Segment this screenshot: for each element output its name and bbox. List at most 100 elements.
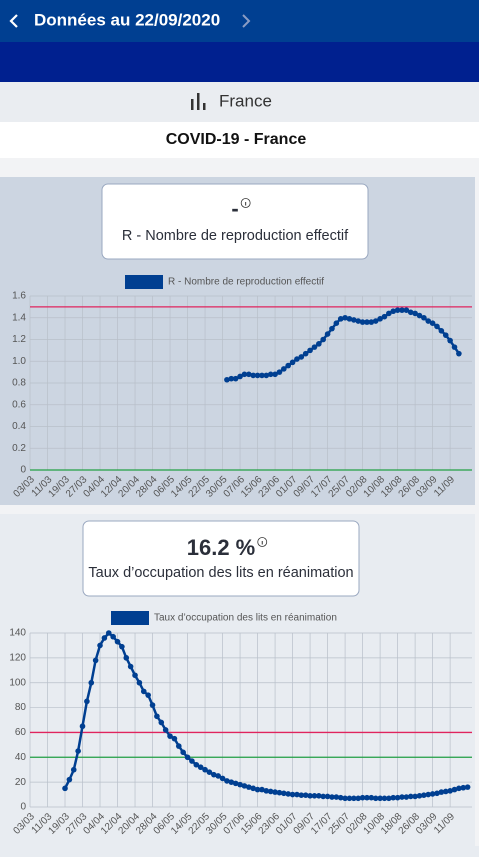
data-point bbox=[311, 344, 318, 350]
data-point bbox=[377, 316, 383, 322]
data-point bbox=[456, 785, 462, 792]
data-point bbox=[333, 794, 340, 800]
data-point bbox=[351, 795, 357, 802]
data-point bbox=[267, 371, 274, 378]
data-point bbox=[394, 307, 401, 313]
selector-label: France bbox=[219, 91, 272, 110]
data-point bbox=[429, 320, 436, 326]
data-point bbox=[316, 341, 322, 347]
data-point bbox=[337, 316, 344, 322]
y-tick-label: 60 bbox=[15, 727, 27, 738]
data-point bbox=[298, 792, 305, 798]
data-point bbox=[412, 793, 418, 800]
data-point bbox=[403, 307, 410, 313]
y-tick-label: 0.2 bbox=[12, 443, 26, 454]
data-point bbox=[302, 792, 309, 798]
chart-icon bbox=[191, 93, 206, 110]
data-point bbox=[438, 328, 445, 334]
data-point bbox=[425, 318, 432, 324]
data-point bbox=[429, 791, 436, 797]
data-point bbox=[390, 794, 397, 801]
data-point bbox=[272, 371, 278, 378]
data-point bbox=[359, 794, 366, 801]
y-tick-label: 140 bbox=[9, 628, 26, 639]
data-point bbox=[324, 331, 331, 337]
kpi-box bbox=[82, 520, 360, 597]
header-title: Données au 22/09/2020 bbox=[34, 10, 220, 29]
y-tick-label: 20 bbox=[15, 777, 27, 788]
data-point bbox=[246, 784, 252, 790]
data-point bbox=[285, 791, 291, 797]
data-point bbox=[329, 794, 335, 800]
data-point bbox=[302, 350, 309, 357]
data-point bbox=[254, 372, 261, 379]
y-tick-label: 100 bbox=[9, 677, 26, 688]
data-point bbox=[416, 793, 423, 799]
data-point bbox=[381, 313, 388, 320]
data-point bbox=[307, 347, 313, 354]
data-point bbox=[92, 657, 99, 664]
kpi-box bbox=[101, 183, 369, 260]
y-tick-label: 0 bbox=[20, 802, 26, 813]
data-point bbox=[311, 793, 318, 799]
data-point bbox=[447, 788, 453, 794]
legend-label: Taux d’occupation des lits en réanimatio… bbox=[154, 613, 337, 624]
data-point bbox=[246, 371, 252, 378]
y-tick-label: 0 bbox=[20, 465, 26, 476]
data-point bbox=[215, 773, 221, 779]
data-point bbox=[346, 316, 353, 322]
data-point bbox=[250, 785, 256, 792]
legend-label: R - Nombre de reproduction effectif bbox=[168, 277, 324, 288]
data-point bbox=[206, 769, 213, 775]
data-point bbox=[368, 794, 375, 801]
kpi-value: - bbox=[231, 196, 238, 221]
data-point bbox=[84, 698, 90, 705]
data-point bbox=[263, 372, 270, 379]
data-point bbox=[250, 372, 256, 379]
data-point bbox=[62, 785, 68, 792]
data-point bbox=[105, 630, 112, 636]
legend-swatch bbox=[111, 611, 149, 625]
data-point bbox=[342, 795, 348, 802]
data-point bbox=[351, 317, 357, 323]
data-point bbox=[162, 727, 169, 733]
data-point bbox=[70, 766, 77, 773]
data-point bbox=[114, 638, 121, 645]
data-point bbox=[193, 761, 200, 768]
data-point bbox=[412, 310, 418, 317]
kpi-label: Taux d’occupation des lits en réanimatio… bbox=[88, 565, 353, 581]
data-point bbox=[224, 376, 230, 383]
data-point bbox=[442, 788, 449, 795]
data-point bbox=[451, 344, 458, 350]
data-point bbox=[228, 779, 235, 785]
data-point bbox=[368, 319, 375, 325]
data-point bbox=[421, 792, 427, 798]
data-point bbox=[175, 743, 182, 749]
data-point bbox=[346, 795, 353, 802]
data-point bbox=[442, 332, 449, 338]
data-point bbox=[294, 791, 300, 798]
data-point bbox=[66, 776, 73, 783]
kpi-value: 16.2 % bbox=[187, 535, 256, 560]
data-point bbox=[149, 702, 156, 708]
data-point bbox=[386, 310, 392, 317]
back-button[interactable] bbox=[9, 14, 18, 28]
data-point bbox=[403, 794, 410, 800]
next-card bbox=[0, 846, 479, 857]
y-tick-label: 1.4 bbox=[12, 312, 26, 323]
data-point bbox=[140, 688, 147, 695]
data-point bbox=[154, 713, 160, 720]
data-point bbox=[259, 786, 265, 793]
data-point bbox=[281, 366, 287, 372]
y-tick-label: 40 bbox=[15, 752, 27, 763]
data-point bbox=[127, 663, 134, 670]
data-point bbox=[276, 369, 283, 375]
data-point bbox=[394, 794, 401, 801]
data-point bbox=[407, 309, 414, 316]
data-point bbox=[259, 372, 265, 379]
selector-bar[interactable] bbox=[0, 82, 479, 122]
y-tick-label: 0.4 bbox=[12, 421, 26, 432]
data-point bbox=[289, 359, 296, 366]
data-point bbox=[421, 314, 427, 321]
next-button[interactable] bbox=[242, 14, 251, 28]
